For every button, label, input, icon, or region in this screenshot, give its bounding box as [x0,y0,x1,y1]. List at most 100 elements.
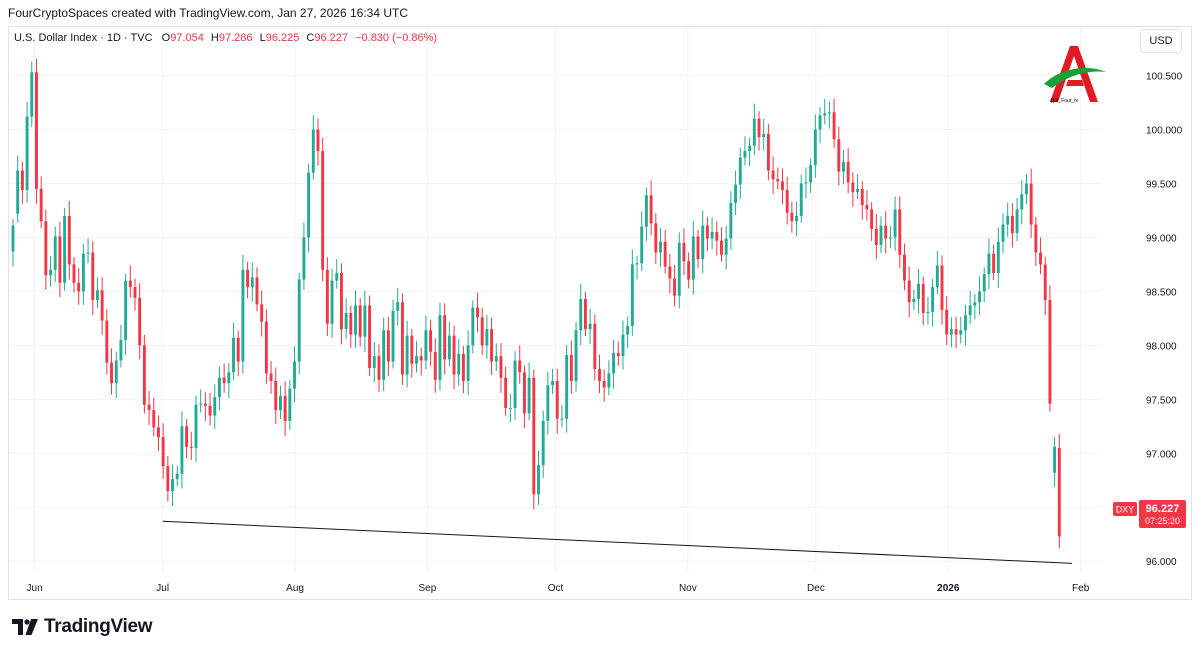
candle-body [457,354,461,375]
candle-body [447,335,451,360]
high-label: H [210,32,219,44]
candle-body [339,273,343,330]
tradingview-brand[interactable]: TradingView [12,614,153,640]
candle [701,210,705,273]
candle [551,368,555,395]
candle-body [203,403,207,406]
candle-body [63,215,67,283]
candle [175,465,179,487]
candle [81,244,85,305]
candle-body [316,129,320,152]
ticker-tag-bg [1113,502,1137,516]
candle [973,293,977,320]
candle-body [945,309,949,335]
candle-body [49,269,52,276]
candle [607,360,611,396]
candle-body [541,420,545,466]
candle [804,167,808,199]
candle-body [1053,446,1057,473]
candle-body [372,356,376,369]
candle [982,267,986,302]
candle-body [673,278,677,296]
candle [77,267,81,305]
candle-body [494,356,498,362]
candle-body [429,330,433,352]
candle [203,392,207,421]
candle-body [720,240,723,255]
candle-body [691,236,695,280]
candle [659,227,662,268]
candle [255,267,259,312]
candle-body [823,113,827,116]
candle-body [898,209,902,255]
candle [499,343,503,393]
candle [471,300,475,354]
candle-body [400,302,404,375]
candle [677,232,681,309]
currency-button[interactable]: USD [1140,29,1182,53]
candle-body [598,369,601,381]
high-value: 97.286 [218,32,253,44]
candle-body [255,277,259,305]
candle [447,321,451,367]
candle-body [1006,215,1010,225]
candle-body [175,473,179,480]
candle-body [964,315,967,331]
candle-body [156,427,160,438]
candle-body [574,330,578,381]
candle [766,124,770,181]
candle-body [640,226,644,264]
candle [156,415,160,451]
candle [335,259,339,289]
candle-body [363,305,367,337]
candle-body [490,329,494,362]
candle [246,261,250,299]
x-tick-label: Sep [419,583,437,594]
candle-body [232,337,235,373]
candle [147,391,151,426]
candle-body [879,225,883,245]
last-price-tag[interactable]: DXY 96.227 07:25:20 [1113,500,1186,528]
x-tick-label: Nov [679,583,697,594]
candle-body [644,195,648,227]
candle-body [142,345,146,405]
candle-body [96,290,99,301]
candle-body [659,241,662,253]
symbol-name[interactable]: U.S. Dollar Index · 1D · TVC [14,32,153,44]
support-trendline [162,520,1073,564]
candle [555,368,559,434]
candle [382,317,386,392]
candle [1048,285,1052,412]
candle-body [551,380,555,386]
candle [696,229,700,268]
candle [691,221,695,295]
candle [208,392,212,426]
candle-body [405,335,409,375]
candle [110,348,113,395]
candle-body [560,418,564,420]
candle [729,191,733,250]
candle [30,61,34,128]
candle [1053,436,1057,488]
candle [372,342,376,383]
candle-body [1043,264,1047,301]
candle [260,290,264,337]
candle-body [311,129,315,173]
candle [532,369,536,510]
candle [152,397,156,437]
candle-body [931,287,935,312]
candle [283,381,287,437]
candle [508,393,512,423]
candle [443,303,447,375]
candle-body [119,339,123,361]
candle-body [480,317,484,346]
candle-body [44,221,48,276]
candle [39,176,43,229]
candle [954,316,958,349]
candle-body [20,170,24,190]
candle [236,330,240,376]
candle [194,395,198,463]
candle [330,268,334,339]
candle [518,345,522,384]
